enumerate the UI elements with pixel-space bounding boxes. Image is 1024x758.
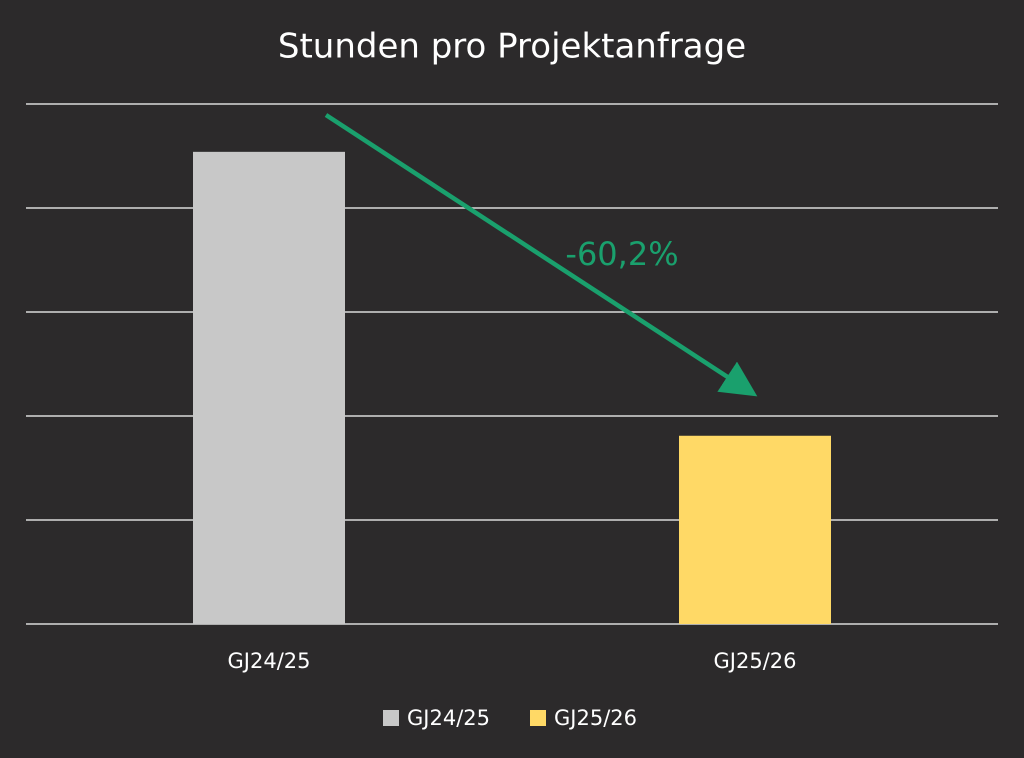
legend-swatch (383, 710, 399, 726)
x-tick-label: GJ24/25 (228, 649, 311, 673)
x-tick-label: GJ25/26 (714, 649, 797, 673)
bars (193, 151, 831, 624)
legend-label: GJ24/25 (407, 706, 490, 730)
bar (193, 151, 345, 624)
annotation: -60,2% (324, 113, 758, 397)
legend: GJ24/25 GJ25/26 (383, 706, 637, 730)
bar (679, 435, 831, 624)
grid (26, 103, 998, 625)
annotation-label: -60,2% (565, 235, 678, 273)
trend-arrow (324, 113, 758, 397)
legend-swatch (530, 710, 546, 726)
chart-title: Stunden pro Projektanfrage (278, 27, 746, 67)
legend-label: GJ25/26 (554, 706, 637, 730)
